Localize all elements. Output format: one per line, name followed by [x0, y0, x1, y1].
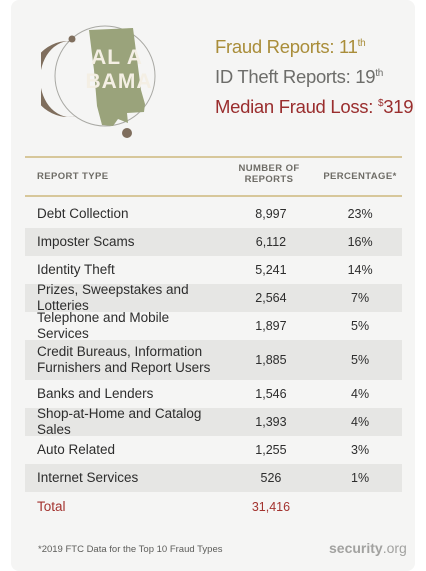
id-theft-reports-rank: ID Theft Reports: 19th [215, 66, 383, 87]
table-top-rule [25, 156, 402, 158]
cell-report-type: Prizes, Sweepstakes and Lotteries [37, 282, 189, 313]
total-value: 31,416 [251, 500, 291, 514]
header-number-of-reports: NUMBER OF REPORTS [238, 163, 300, 185]
cell-number-of-reports: 1,255 [255, 443, 287, 457]
table-row: Telephone and Mobile Services 1,897 5% [25, 310, 402, 341]
cell-percentage: 16% [347, 235, 373, 249]
table-total-row: Total 31,416 [25, 492, 402, 522]
table-header-rule [25, 195, 402, 197]
footnote: *2019 FTC Data for the Top 10 Fraud Type… [38, 544, 223, 555]
cell-number-of-reports: 1,546 [255, 387, 287, 401]
cell-percentage: 1% [351, 471, 370, 485]
state-shape-icon [89, 28, 145, 126]
table-row: Auto Related 1,255 3% [25, 436, 402, 464]
table-row: Identity Theft 5,241 14% [25, 256, 402, 284]
table-row: Debt Collection 8,997 23% [25, 200, 402, 228]
table-row: Credit Bureaus, Information Furnishers an… [25, 340, 402, 380]
orbit-dot-top [68, 35, 76, 43]
brand-logo: security.org [329, 540, 407, 556]
cell-report-type: Auto Related [37, 442, 116, 457]
cell-report-type: Debt Collection [37, 206, 129, 221]
cell-number-of-reports: 526 [260, 471, 282, 485]
cell-report-type: Identity Theft [37, 262, 115, 277]
header-percentage: PERCENTAGE* [323, 171, 397, 182]
table-row: Prizes, Sweepstakes and Lotteries 2,564 7% [25, 282, 402, 313]
cell-percentage: 4% [351, 415, 370, 429]
cell-number-of-reports: 1,393 [255, 415, 287, 429]
cell-percentage: 5% [351, 353, 370, 367]
state-abbrev-top: AL A [91, 46, 143, 69]
cell-report-type: Banks and Lenders [37, 386, 154, 401]
cell-number-of-reports: 5,241 [255, 263, 287, 277]
cell-percentage: 4% [351, 387, 370, 401]
cell-number-of-reports: 6,112 [255, 235, 287, 249]
fraud-reports-rank: Fraud Reports: 11th [215, 36, 366, 57]
cell-report-type: Shop-at-Home and Catalog Sales [37, 406, 202, 437]
orbit-ring [54, 25, 156, 127]
crescent-moon-icon [41, 41, 77, 117]
table-header: REPORT TYPE NUMBER OF REPORTS PERCENTAGE* [25, 160, 402, 194]
cell-report-type: Credit Bureaus, Information Furnishers an… [25, 344, 224, 376]
state-abbrev-bottom: BAMA [86, 70, 153, 93]
cell-number-of-reports: 2,564 [255, 291, 287, 305]
table-row: Imposter Scams 6,112 16% [25, 228, 402, 256]
table-row: Shop-at-Home and Catalog Sales 1,393 4% [25, 406, 402, 437]
cell-percentage: 7% [351, 291, 370, 305]
total-label: Total [37, 499, 66, 514]
cell-number-of-reports: 1,885 [255, 353, 287, 367]
alabama-logo: AL A BAMA [41, 25, 156, 138]
cell-report-type-line: Credit Bureaus, Information [37, 344, 203, 359]
cell-number-of-reports: 8,997 [255, 207, 287, 221]
cell-percentage: 14% [347, 263, 373, 277]
cell-report-type-line: Furnishers and Report Users [37, 360, 211, 375]
cell-report-type: Telephone and Mobile Services [37, 310, 170, 341]
infographic-card: AL A BAMA Fraud Reports: 11th ID Theft R… [11, 0, 415, 571]
median-fraud-loss: Median Fraud Loss: $319 [215, 96, 414, 117]
summary-stats: Fraud Reports: 11th ID Theft Reports: 19… [215, 32, 414, 122]
table-body: Debt Collection 8,997 23% Imposter Scams 6,1… [25, 200, 402, 522]
cell-percentage: 23% [347, 207, 373, 221]
table-row: Internet Services 526 1% [25, 464, 402, 492]
header-report-type: REPORT TYPE [37, 171, 109, 182]
cell-percentage: 3% [351, 443, 370, 457]
cell-report-type: Internet Services [37, 470, 139, 485]
cell-percentage: 5% [351, 319, 370, 333]
cell-report-type: Imposter Scams [37, 234, 135, 249]
cell-number-of-reports: 1,897 [255, 319, 287, 333]
orbit-dot-bottom [122, 128, 132, 138]
table-row: Banks and Lenders 1,546 4% [25, 380, 402, 408]
